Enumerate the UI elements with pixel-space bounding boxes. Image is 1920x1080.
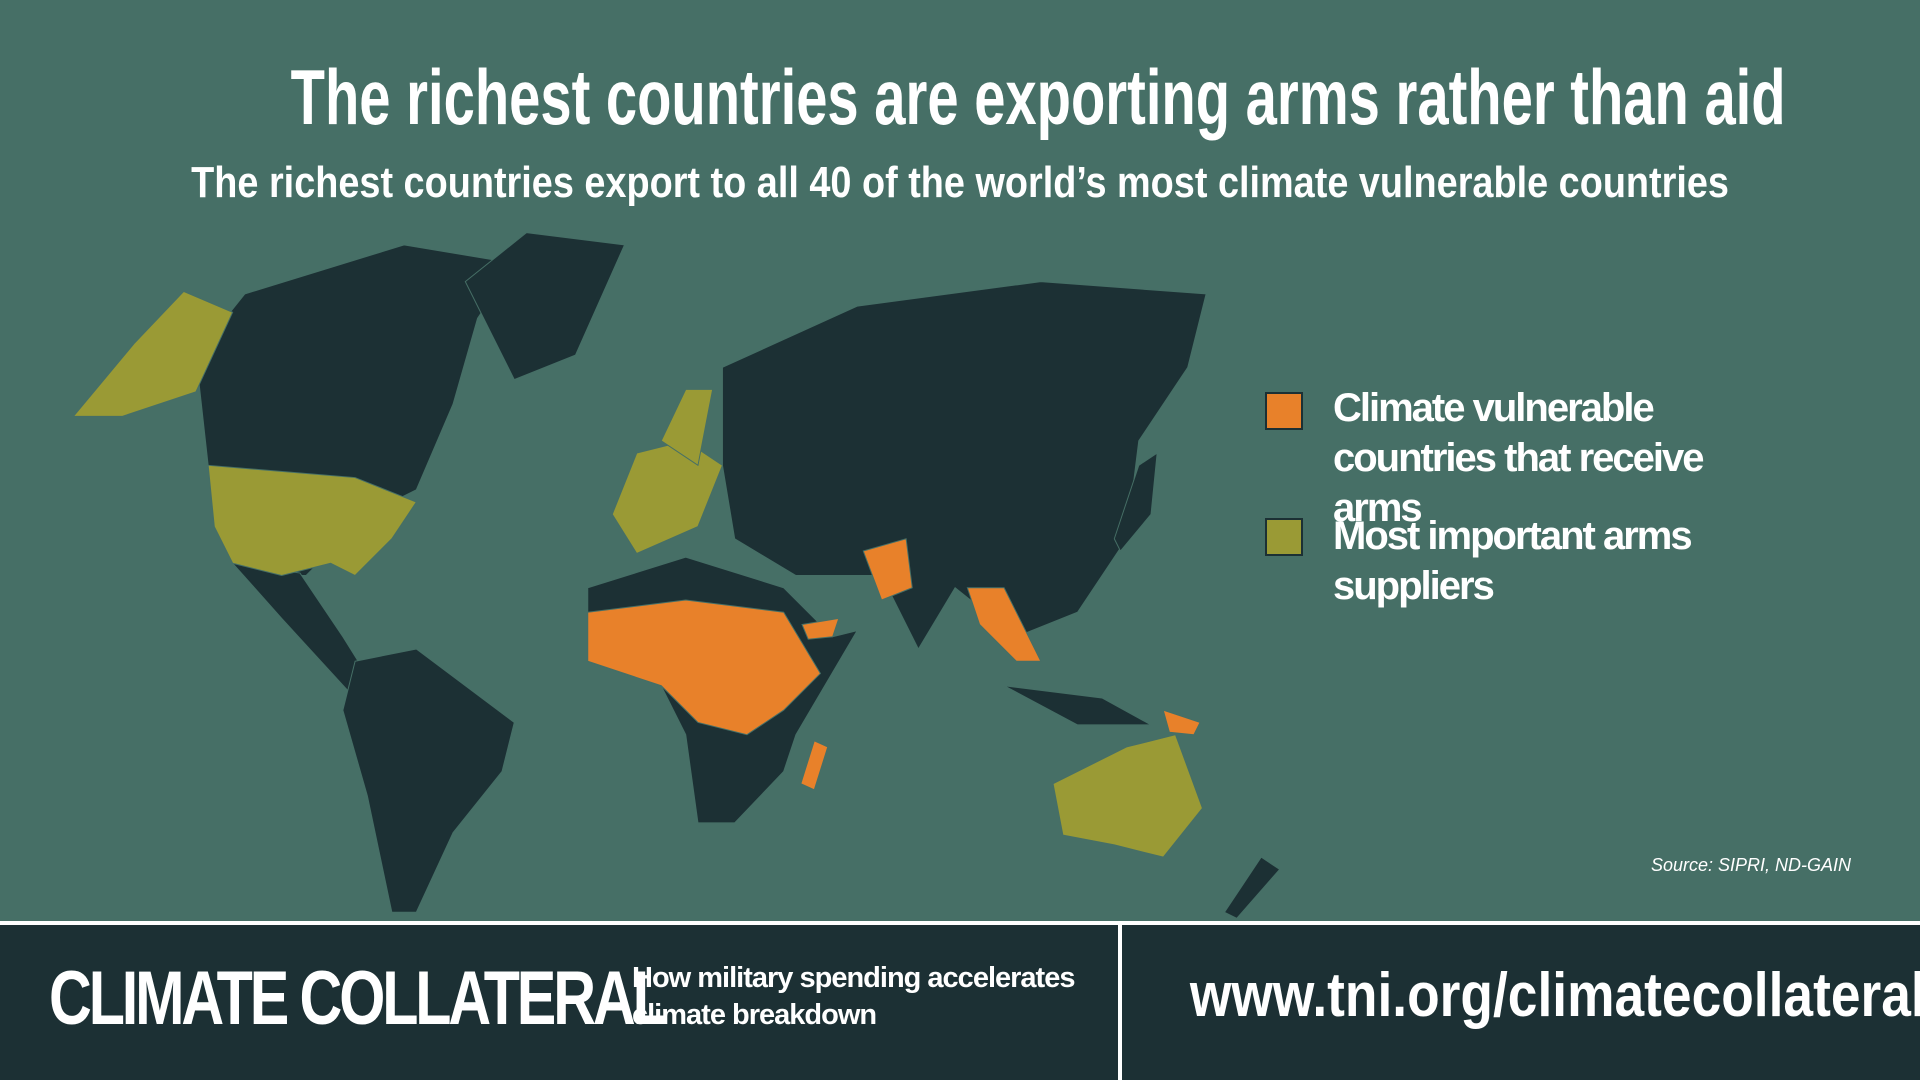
japan <box>1113 452 1158 552</box>
source: Source: SIPRI, ND-GAIN <box>1650 855 1851 875</box>
asia <box>721 281 1207 651</box>
brand-text: CLIMATE COLLATERAL <box>49 956 669 1041</box>
scandinavia <box>660 388 714 467</box>
footer <box>0 921 1920 1080</box>
brand: CLIMATE COLLATERAL <box>49 955 840 1042</box>
australia <box>1052 734 1204 858</box>
greenland <box>464 232 626 381</box>
divider <box>1118 921 1122 1080</box>
subtitle-text: The richest countries export to all 40 o… <box>191 158 1729 207</box>
url: www.tni.org/climatecollateral <box>1130 960 1920 1031</box>
subtitle: The richest countries export to all 40 o… <box>0 158 1920 208</box>
myanmar <box>966 587 1042 662</box>
tagline: How military spending accelerates climat… <box>632 962 1075 1031</box>
title-text: The richest countries are exporting arms… <box>290 53 1786 141</box>
legend-label: Most important arms suppliers <box>1333 514 1693 608</box>
madagascar <box>800 740 829 791</box>
legend-swatch <box>1265 392 1303 430</box>
new-zealand <box>1223 856 1281 919</box>
yemen <box>801 617 840 640</box>
legend-swatch <box>1265 518 1303 556</box>
indonesia <box>1003 685 1152 726</box>
afghanistan-pakistan <box>862 538 913 601</box>
papua-new-guinea <box>1162 709 1201 736</box>
europe <box>611 440 724 555</box>
title: The richest countries are exporting arms… <box>0 52 1920 143</box>
alaska <box>72 290 234 417</box>
sahel <box>587 599 822 736</box>
url-text: www.tni.org/climatecollateral <box>1189 961 1920 1030</box>
south-america <box>342 648 515 913</box>
legend-label: Climate vulnerable countries that receiv… <box>1333 386 1705 530</box>
usa <box>207 464 418 577</box>
world-map <box>72 232 1281 919</box>
